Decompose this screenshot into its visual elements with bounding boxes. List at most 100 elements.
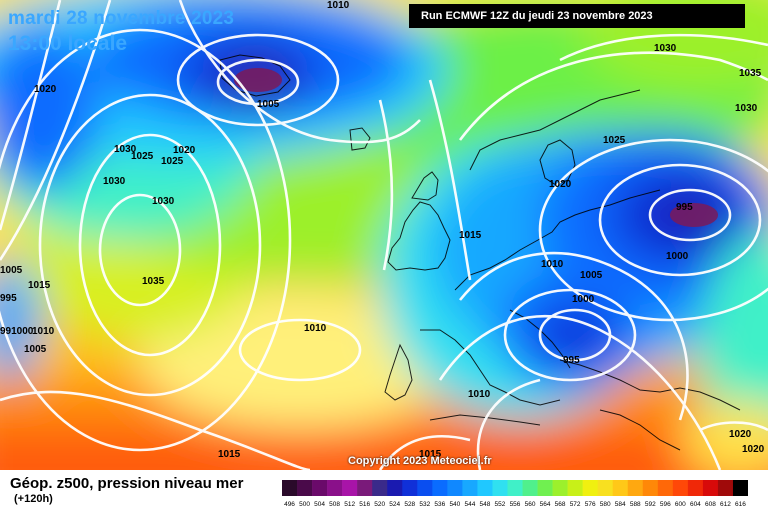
color-scale-swatch <box>657 480 674 496</box>
color-scale-tick-label: 580 <box>600 501 611 508</box>
isobar-label: 1030 <box>103 176 126 187</box>
color-scale-swatch <box>687 480 704 496</box>
legend-title: Géop. z500, pression niveau mer <box>10 475 244 492</box>
isobar-label: 1005 <box>0 265 23 276</box>
isobar-label: 1030 <box>114 144 137 155</box>
color-scale-swatch <box>327 480 343 496</box>
color-scale-tick-label: 504 <box>314 501 325 508</box>
color-scale-tick-label: 496 <box>284 501 295 508</box>
color-scale-tick-label: 592 <box>645 501 656 508</box>
color-scale-swatch <box>642 480 659 496</box>
isobar-label: 1025 <box>131 151 154 162</box>
color-scale-swatch <box>282 480 298 496</box>
color-scale-tick-label: 556 <box>510 501 521 508</box>
isobar-label: 991000 <box>0 326 34 337</box>
low-core-russia <box>670 203 718 227</box>
isobar-label: 1005 <box>257 99 280 110</box>
color-scale-tick-label: 516 <box>359 501 370 508</box>
color-scale-swatch <box>312 480 328 496</box>
color-scale-tick-label: 588 <box>630 501 641 508</box>
forecast-time: 13:00 locale <box>8 32 128 55</box>
color-scale-tick-label: 540 <box>449 501 460 508</box>
color-scale-swatch <box>492 480 508 496</box>
color-scale: 496 500 504 508 512 516 520 524 528 532 536 540 544 5… <box>282 480 748 508</box>
color-scale-swatch <box>522 480 538 496</box>
forecast-map: 1010 1020 1005 1030 1025 1020 1025 1030 … <box>0 0 768 470</box>
color-scale-swatch <box>402 480 418 496</box>
color-scale-swatch <box>387 480 403 496</box>
color-scale-swatch <box>357 480 373 496</box>
isobar-label: 1020 <box>742 444 765 455</box>
isobar-label: 1020 <box>729 429 752 440</box>
geopotential-field <box>0 0 768 470</box>
isobar-labels: 1010 1020 1005 1030 1025 1020 1025 1030 … <box>0 0 765 460</box>
isobar-label: 1005 <box>24 344 47 355</box>
color-scale-tick-label: 604 <box>690 501 701 508</box>
color-scale-tick-label: 612 <box>720 501 731 508</box>
color-scale-swatch <box>432 480 448 496</box>
color-scale-tick-label: 616 <box>735 501 746 508</box>
color-scale-tick-label: 600 <box>675 501 686 508</box>
isobar-label: 1035 <box>142 276 165 287</box>
color-scale-tick-label: 576 <box>585 501 596 508</box>
isobar-label: 1020 <box>549 179 572 190</box>
color-scale-tick-label: 520 <box>374 501 385 508</box>
color-scale-tick-label: 524 <box>389 501 400 508</box>
color-scale-tick-label: 552 <box>495 501 506 508</box>
color-scale-swatch <box>297 480 313 496</box>
color-scale-swatch <box>372 480 388 496</box>
color-scale-tick-label: 500 <box>299 501 310 508</box>
color-scale-tick-label: 548 <box>480 501 491 508</box>
isobar-label: 1010 <box>304 323 327 334</box>
forecast-date: mardi 28 novembre 2023 <box>8 8 235 29</box>
color-scale-swatch <box>477 480 493 496</box>
color-scale-tick-label: 532 <box>419 501 430 508</box>
color-scale-tick-label: 528 <box>404 501 415 508</box>
isobar-label: 1010 <box>468 389 491 400</box>
color-scale-swatch <box>537 480 553 496</box>
color-scale-swatch <box>732 480 748 496</box>
isobar-label: 1015 <box>218 449 241 460</box>
color-scale-swatch <box>672 480 689 496</box>
isobar-label: 1030 <box>152 196 175 207</box>
color-scale-swatch <box>702 480 719 496</box>
isobar-label: 995 <box>563 355 580 366</box>
color-scale-tick-label: 544 <box>464 501 475 508</box>
color-scale-swatch <box>717 480 734 496</box>
isobar-label: 1000 <box>666 251 689 262</box>
color-scale-tick-label: 572 <box>570 501 581 508</box>
isobar-label: 1010 <box>32 326 55 337</box>
isobar-label: 1010 <box>327 0 350 11</box>
color-scale-swatch <box>342 480 358 496</box>
color-scale-swatch <box>507 480 523 496</box>
color-scale-tick-label: 564 <box>540 501 551 508</box>
color-scale-tick-label: 584 <box>615 501 626 508</box>
isobar-label: 1000 <box>572 294 595 305</box>
color-scale-swatch <box>462 480 478 496</box>
isobar-label: 995 <box>0 293 17 304</box>
isobar-label: 1005 <box>580 270 603 281</box>
color-scale-swatch <box>552 480 568 496</box>
color-scale-tick-label: 568 <box>555 501 566 508</box>
color-scale-tick-label: 596 <box>660 501 671 508</box>
forecast-lead-time: (+120h) <box>14 493 53 505</box>
low-core-scandinavia <box>234 68 282 92</box>
isobar-label: 1020 <box>34 84 57 95</box>
isobar-label: 995 <box>676 202 693 213</box>
isobar-label: 1025 <box>161 156 184 167</box>
copyright-notice: Copyright 2023 Meteociel.fr <box>348 455 492 467</box>
color-scale-swatch <box>612 480 629 496</box>
color-scale-swatch <box>582 480 598 496</box>
isobar-label: 1035 <box>739 68 762 79</box>
isobar-label: 1010 <box>541 259 564 270</box>
model-run-info: Run ECMWF 12Z du jeudi 23 novembre 2023 <box>409 4 745 28</box>
isobar-label: 1015 <box>28 280 51 291</box>
isobar-label: 1015 <box>459 230 482 241</box>
isobars <box>0 0 768 470</box>
color-scale-tick-label: 560 <box>525 501 536 508</box>
color-scale-swatch <box>447 480 463 496</box>
isobar-label: 1025 <box>603 135 626 146</box>
color-scale-swatch <box>567 480 583 496</box>
color-scale-swatch <box>417 480 433 496</box>
